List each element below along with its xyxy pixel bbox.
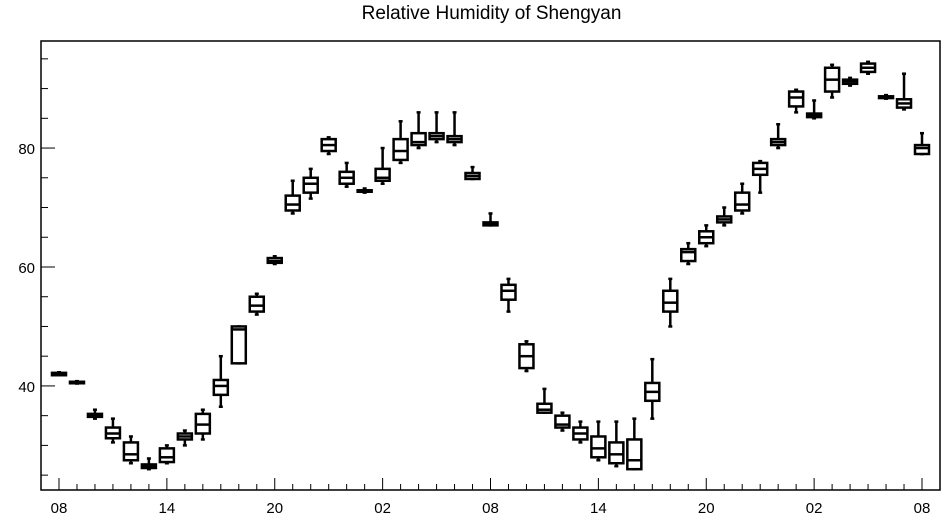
box-plot — [518, 340, 535, 373]
box-plot — [104, 417, 122, 444]
box-plot — [122, 435, 140, 465]
box-plot — [787, 88, 805, 114]
box-plot — [338, 161, 355, 188]
plot-frame — [40, 40, 941, 491]
box-plot — [715, 206, 733, 227]
box-plot — [266, 255, 283, 266]
x-tick-label: 14 — [590, 500, 607, 517]
box-plot — [230, 325, 248, 365]
box-plot — [769, 123, 787, 150]
box-plot — [841, 76, 859, 87]
box-plot — [590, 420, 607, 462]
y-tick-label: 60 — [18, 260, 35, 277]
box-body — [626, 438, 643, 471]
box-plot — [356, 187, 373, 194]
box-layer — [50, 60, 931, 471]
box-plot — [50, 370, 68, 377]
box-plot — [446, 111, 463, 147]
box-body — [733, 191, 751, 212]
box-body — [662, 289, 679, 313]
box-body — [787, 90, 805, 108]
box-body — [212, 378, 230, 397]
box-body — [410, 131, 427, 147]
box-plot — [536, 387, 553, 414]
box-body — [913, 143, 931, 156]
box-body — [374, 167, 391, 183]
box-plot — [805, 99, 823, 120]
box-plot — [392, 120, 409, 165]
box-plot — [302, 167, 319, 200]
box-plot — [320, 136, 337, 156]
box-body — [554, 414, 571, 429]
box-plot — [464, 165, 481, 181]
box-plot — [482, 212, 499, 227]
x-tick-label: 14 — [159, 500, 176, 517]
box-plot — [644, 357, 661, 420]
x-tick-label: 08 — [914, 500, 931, 517]
x-tick-label: 02 — [374, 500, 391, 517]
box-body — [590, 435, 607, 459]
box-plot — [572, 420, 589, 444]
box-body — [608, 441, 625, 465]
box-plot — [733, 182, 751, 215]
box-body — [284, 194, 301, 212]
box-body — [122, 441, 140, 462]
box-body — [158, 447, 176, 464]
x-tick-label: 08 — [482, 500, 499, 517]
box-plot — [877, 93, 895, 100]
box-plot — [86, 408, 104, 420]
box-plot — [176, 429, 194, 447]
box-plot — [410, 111, 427, 150]
box-plot — [751, 159, 769, 194]
box-plot — [662, 277, 679, 328]
box-plot — [913, 131, 931, 156]
box-plot — [284, 179, 301, 215]
x-tick-label: 20 — [266, 500, 283, 517]
box-plot — [680, 241, 697, 266]
box-plot — [500, 277, 517, 313]
box-plot — [374, 146, 391, 185]
x-tick-label: 20 — [698, 500, 715, 517]
axis-layer: 08 14 20 02 08 14 20 02 08 40 60 80 — [18, 58, 931, 517]
box-body — [392, 137, 409, 162]
box-plot — [895, 72, 913, 111]
box-body — [302, 176, 319, 194]
y-tick-label: 40 — [18, 379, 35, 396]
box-plot — [212, 354, 230, 408]
y-tick-label: 80 — [18, 141, 35, 158]
chart-title: Relative Humidity of Shengyan — [361, 3, 622, 24]
box-plot — [698, 224, 715, 248]
x-tick-label: 08 — [51, 500, 68, 517]
box-plot — [194, 408, 212, 441]
box-plot — [608, 420, 625, 468]
box-plot — [248, 292, 266, 316]
box-body — [536, 402, 553, 414]
box-plot — [428, 111, 445, 144]
box-body — [230, 325, 248, 365]
box-body — [500, 283, 517, 301]
box-plot — [554, 411, 571, 432]
box-plot — [140, 457, 158, 471]
box-body — [680, 247, 697, 263]
box-plot — [859, 60, 877, 75]
box-plot — [626, 417, 643, 471]
box-plot — [158, 444, 176, 465]
x-tick-label: 02 — [806, 500, 823, 517]
box-body — [248, 295, 266, 313]
box-plot — [823, 63, 841, 99]
box-plot — [68, 379, 86, 385]
